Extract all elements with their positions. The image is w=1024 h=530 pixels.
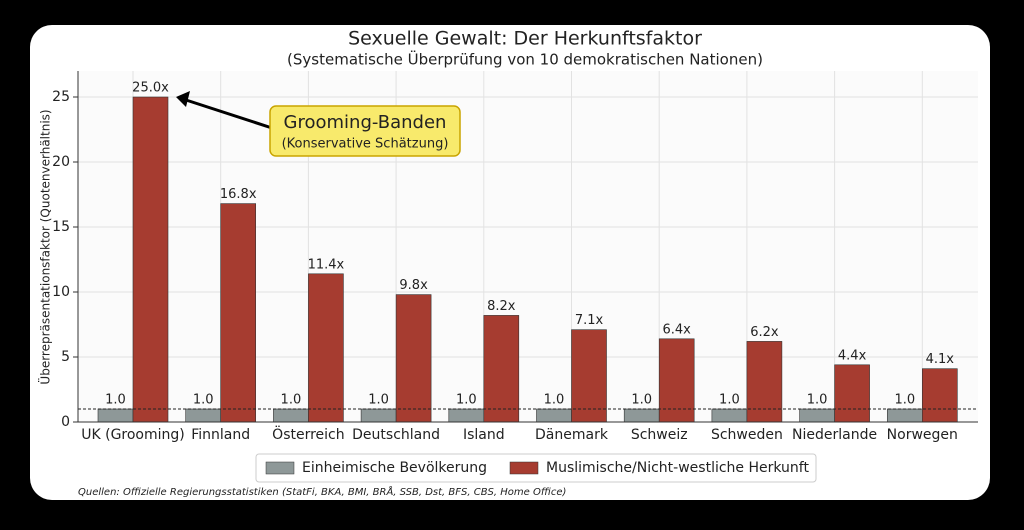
y-tick-label: 5 (61, 349, 70, 365)
bar (799, 408, 835, 423)
bar (834, 364, 870, 423)
legend-swatch (509, 461, 539, 475)
value-label: 1.0 (105, 393, 126, 408)
value-label: 6.2x (750, 325, 779, 340)
chart-title: Sexuelle Gewalt: Der Herkunftsfaktor (348, 28, 702, 50)
value-label: 4.4x (838, 348, 867, 363)
source-note: Quellen: Offizielle Regierungsstatistike… (78, 485, 566, 498)
bar (658, 338, 695, 423)
bar (448, 408, 485, 423)
value-label: 1.0 (719, 393, 740, 408)
x-tick-label: Schweden (711, 427, 783, 443)
value-label: 6.4x (663, 322, 692, 337)
bar (395, 294, 432, 423)
value-label: 1.0 (631, 393, 652, 408)
y-tick-label: 10 (52, 284, 70, 300)
y-axis-label: Überrepräsentationsfaktor (Quotenverhält… (37, 109, 53, 384)
bar (921, 368, 958, 423)
legend-label: Muslimische/Nicht-westliche Herkunft (546, 460, 809, 476)
bar (360, 408, 397, 423)
legend-swatch (265, 461, 295, 475)
value-label: 16.8x (220, 187, 257, 202)
bar (571, 329, 607, 423)
y-tick-label: 0 (61, 414, 70, 430)
value-label: 1.0 (368, 393, 389, 408)
x-tick-label: Deutschland (352, 427, 440, 443)
annotation-subtitle: (Konservative Schätzung) (282, 137, 449, 152)
x-tick-label: Schweiz (631, 427, 688, 443)
x-tick-label: Dänemark (535, 427, 609, 443)
x-tick-label: UK (Grooming) (81, 427, 185, 443)
y-tick-label: 25 (52, 89, 70, 105)
annotation-title: Grooming-Banden (284, 112, 447, 133)
x-tick-label: Norwegen (887, 427, 958, 443)
value-label: 9.8x (399, 278, 428, 293)
x-tick-label: Niederlande (792, 427, 877, 443)
bar (132, 96, 169, 423)
x-tick-label: Finnland (191, 427, 250, 443)
bar (536, 408, 572, 423)
legend-label: Einheimische Bevölkerung (302, 460, 487, 476)
x-tick-label: Island (463, 427, 505, 443)
value-label: 8.2x (487, 299, 516, 314)
bar (97, 408, 134, 423)
annotation-arrow (185, 98, 273, 130)
value-label: 11.4x (308, 257, 345, 272)
bar (308, 273, 344, 423)
x-tick-label: Österreich (272, 425, 344, 443)
chart-subtitle: (Systematische Überprüfung von 10 demokr… (287, 50, 763, 69)
value-label: 1.0 (807, 393, 828, 408)
y-tick-label: 15 (52, 219, 70, 235)
bar (185, 408, 221, 423)
value-label: 1.0 (894, 393, 915, 408)
value-label: 1.0 (544, 393, 565, 408)
value-label: 7.1x (575, 313, 604, 328)
bar (711, 408, 748, 423)
bar (886, 408, 923, 423)
bar (623, 408, 660, 423)
value-label: 1.0 (193, 393, 214, 408)
value-label: 1.0 (281, 393, 302, 408)
y-tick-label: 20 (52, 154, 70, 170)
bar (220, 203, 256, 423)
bar (483, 315, 520, 423)
bar (273, 408, 309, 423)
annotation-arrowhead (176, 91, 190, 107)
bar (746, 341, 783, 423)
value-label: 25.0x (132, 81, 169, 96)
annotation-box (269, 105, 461, 157)
value-label: 4.1x (926, 352, 955, 367)
value-label: 1.0 (456, 393, 477, 408)
